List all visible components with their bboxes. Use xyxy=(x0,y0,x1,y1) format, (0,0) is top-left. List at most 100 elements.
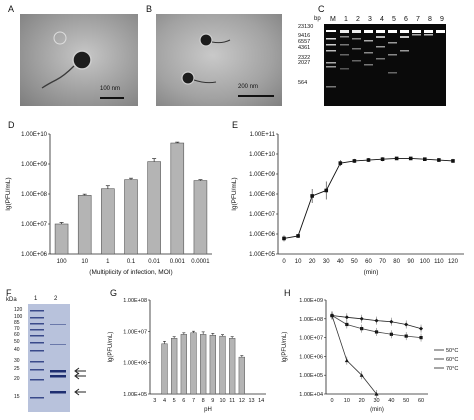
x-tick-label: 20 xyxy=(359,398,365,404)
gel-lane-label: 4 xyxy=(380,16,384,23)
y-tick-label: 1.00E+10 xyxy=(249,152,276,158)
x-tick-label: 40 xyxy=(388,398,394,404)
y-tick-label: 1.00E+07 xyxy=(249,212,276,218)
bar xyxy=(190,332,197,395)
gel-marker-lane-label: M xyxy=(330,16,336,23)
bar xyxy=(147,161,161,255)
bar xyxy=(171,338,178,395)
y-tick-label: 1.00E+05 xyxy=(249,252,276,258)
series-line xyxy=(283,157,453,239)
gel-marker-band-label: 6557 xyxy=(298,39,311,45)
data-point xyxy=(380,157,385,161)
tem-micrograph-b: 200 nm xyxy=(156,14,282,106)
y-tick-label: 1.00E+06 xyxy=(299,354,323,360)
x-tick-label: 0 xyxy=(330,398,333,404)
y-tick-label: 1.00E+08 xyxy=(123,298,147,304)
gel-bands xyxy=(326,30,445,88)
x-tick-label: 4 xyxy=(163,398,166,404)
panel-label-b: B xyxy=(146,4,153,14)
bar xyxy=(124,179,138,255)
x-tick-label: 8 xyxy=(202,398,205,404)
x-tick-label: 0.0001 xyxy=(191,259,210,265)
sds-page-gel xyxy=(28,304,70,412)
y-axis-label: lg(PFU/mL) xyxy=(282,332,288,363)
x-tick-label: 0 xyxy=(282,259,286,265)
series-line xyxy=(331,315,377,395)
x-tick-label: 10 xyxy=(219,398,225,404)
y-tick-label: 1.00E+09 xyxy=(249,172,276,178)
gel-lane-label: 9 xyxy=(440,16,444,23)
legend-label: 60°C xyxy=(446,357,458,363)
x-tick-label: 60 xyxy=(365,259,372,265)
sds-unit-kda: kDa xyxy=(6,297,17,303)
y-tick-label: 1.00E+07 xyxy=(299,336,323,342)
x-tick-label: 0.001 xyxy=(170,259,186,265)
y-tick-label: 1.00E+10 xyxy=(21,132,48,138)
y-tick-label: 1.00E+08 xyxy=(21,192,48,198)
gel-marker-band-label: 23130 xyxy=(298,24,314,30)
x-tick-label: 11 xyxy=(229,398,235,404)
data-point xyxy=(282,236,286,241)
data-point xyxy=(437,158,441,162)
gel-marker-band-label: 2027 xyxy=(298,60,311,66)
x-tick-label: 12 xyxy=(239,398,245,404)
panel-label-e: E xyxy=(232,120,239,130)
x-tick-label: 0.01 xyxy=(148,259,160,265)
sds-lane-label: 2 xyxy=(54,296,58,302)
sds-ladder-label: 120 xyxy=(14,307,23,313)
x-tick-label: 30 xyxy=(373,398,379,404)
sds-ladder-label: 30 xyxy=(14,358,20,364)
panel-label-c: C xyxy=(318,4,325,14)
sds-ladder-label: 50 xyxy=(14,339,20,345)
panel-label-a: A xyxy=(8,4,15,14)
x-axis-label: (min) xyxy=(364,269,379,276)
x-tick-label: 1 xyxy=(106,259,110,265)
panel-label-f: F xyxy=(6,288,12,298)
data-point xyxy=(366,158,371,162)
y-tick-label: 1.00E+11 xyxy=(250,132,276,138)
bar xyxy=(54,223,69,255)
data-point xyxy=(451,159,455,163)
gel-marker-band-label: 564 xyxy=(298,80,308,86)
bar xyxy=(77,195,92,255)
data-point xyxy=(352,159,357,163)
data-point xyxy=(338,161,343,165)
data-point xyxy=(296,234,300,238)
y-tick-label: 1.00E+09 xyxy=(21,162,48,168)
panel-label-g: G xyxy=(110,288,118,298)
data-point xyxy=(310,194,314,198)
protein-bands xyxy=(30,310,66,399)
y-tick-label: 1.00E+06 xyxy=(123,361,147,367)
data-point xyxy=(324,188,329,193)
bar xyxy=(229,338,236,395)
gel-lane-label: 6 xyxy=(404,16,408,23)
y-tick-label: 1.00E+05 xyxy=(299,373,323,379)
y-tick-label: 1.00E+08 xyxy=(249,192,276,198)
x-tick-label: 14 xyxy=(258,398,264,404)
y-tick-label: 1.00E+05 xyxy=(123,392,147,398)
panel-label-h: H xyxy=(284,288,291,298)
panel-label-d: D xyxy=(8,120,15,130)
x-tick-label: 10 xyxy=(81,259,88,265)
bar xyxy=(101,188,115,255)
x-tick-label: 5 xyxy=(173,398,176,404)
bar xyxy=(161,343,168,395)
sds-ladder-label: 60 xyxy=(14,332,20,338)
x-tick-label: 90 xyxy=(407,259,414,265)
band-arrows xyxy=(74,367,86,396)
x-tick-label: 6 xyxy=(182,398,185,404)
sds-ladder-label: 25 xyxy=(14,366,20,372)
legend-label: 70°C xyxy=(446,366,458,372)
gel-unit-bp: bp xyxy=(314,16,321,22)
gel-marker-band-label: 9416 xyxy=(298,33,311,39)
x-tick-label: 50 xyxy=(351,259,358,265)
phage-particle-a xyxy=(41,31,124,99)
x-tick-label: 100 xyxy=(420,259,431,265)
chart-one-step-growth: 1.00E+05 1.00E+06 1.00E+07 1.00E+08 1.00E+09… xyxy=(231,132,464,276)
x-tick-label: 70 xyxy=(379,259,386,265)
sds-ladder-label: 85 xyxy=(14,320,20,326)
y-tick-label: 1.00E+07 xyxy=(21,222,48,228)
y-tick-label: 1.00E+04 xyxy=(299,392,323,398)
bar xyxy=(180,334,187,395)
chart-ph-stability: 1.00E+05 1.00E+06 1.00E+07 1.00E+08 lg(PFU/m… xyxy=(108,298,266,413)
